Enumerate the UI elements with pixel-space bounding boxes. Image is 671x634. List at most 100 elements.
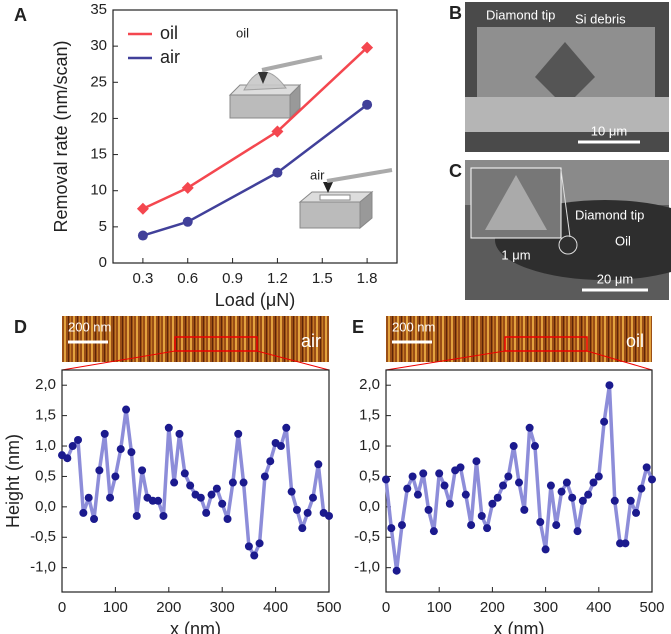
marker	[461, 490, 470, 499]
marker	[504, 472, 513, 481]
marker	[138, 466, 147, 475]
y-tick-label: 2,0	[35, 376, 56, 393]
marker	[164, 423, 173, 432]
marker	[562, 478, 571, 487]
marker	[314, 460, 323, 469]
marker	[362, 99, 373, 110]
marker	[282, 423, 291, 432]
marker	[573, 527, 582, 536]
x-tick-label: 100	[427, 599, 452, 616]
panel-label: E	[352, 317, 364, 337]
marker	[79, 508, 88, 517]
marker	[594, 472, 603, 481]
marker	[387, 524, 396, 533]
annotation: air	[310, 167, 325, 182]
sidewall	[465, 97, 669, 132]
marker	[403, 484, 412, 493]
marker	[493, 493, 502, 502]
y-tick-label: 35	[90, 1, 107, 18]
marker	[111, 472, 120, 481]
panel-label: D	[14, 317, 27, 337]
y-tick-label: 1,5	[359, 407, 380, 424]
marker	[424, 505, 433, 514]
marker	[419, 469, 428, 478]
x-tick-label: 1.2	[267, 270, 288, 287]
scale-bar-label: 200 nm	[392, 319, 435, 334]
marker	[170, 478, 179, 487]
legend-label: oil	[160, 23, 178, 43]
x-tick-label: 100	[103, 599, 128, 616]
marker	[266, 457, 275, 466]
series-line	[142, 46, 368, 210]
y-axis-label: Height (nm)	[3, 434, 23, 528]
marker	[218, 499, 227, 508]
zoom-line	[61, 350, 176, 371]
marker	[648, 475, 656, 484]
annotation: Oil	[615, 233, 631, 248]
marker	[600, 417, 609, 426]
annotation: Diamond tip	[575, 207, 644, 222]
marker	[541, 545, 550, 554]
y-tick-label: 30	[90, 37, 107, 54]
series-line	[384, 383, 654, 573]
marker	[116, 445, 125, 454]
plot-frame	[112, 9, 398, 264]
marker	[467, 521, 476, 530]
marker	[212, 484, 221, 493]
marker	[95, 466, 104, 475]
marker	[488, 499, 497, 508]
marker	[605, 381, 614, 390]
inset-line	[560, 169, 571, 238]
zoom-box	[174, 336, 258, 352]
marker	[186, 481, 195, 490]
y-tick-label: 2,0	[359, 376, 380, 393]
y-tick-label: 1,5	[35, 407, 56, 424]
y-tick-label: 1,0	[359, 437, 380, 454]
x-tick-label: 500	[316, 599, 341, 616]
marker	[298, 524, 307, 533]
marker	[483, 524, 492, 533]
marker	[515, 478, 523, 487]
x-tick-label: 200	[480, 599, 505, 616]
y-tick-label: 0,0	[359, 498, 380, 515]
marker	[106, 493, 115, 502]
y-axis-label: Removal rate (nm/scan)	[51, 40, 71, 232]
marker	[584, 490, 593, 499]
marker	[182, 216, 193, 227]
image-label: oil	[626, 331, 644, 351]
x-tick-label: 1.5	[312, 270, 333, 287]
y-tick-label: 10	[90, 182, 107, 199]
y-tick-label: 0	[99, 254, 107, 271]
marker	[472, 457, 481, 466]
marker	[637, 484, 646, 493]
marker	[589, 478, 598, 487]
marker	[632, 508, 641, 517]
y-tick-label: 1,0	[35, 437, 56, 454]
marker	[520, 505, 529, 514]
marker	[429, 527, 438, 536]
panel-label: C	[449, 161, 462, 181]
tip	[485, 175, 547, 230]
marker	[228, 478, 237, 487]
marker	[413, 490, 422, 499]
x-tick-label: 0	[58, 599, 66, 616]
x-tick-label: 300	[533, 599, 558, 616]
y-tick-label: 0,5	[359, 467, 380, 484]
legend-label: air	[160, 47, 180, 67]
marker	[287, 487, 296, 496]
marker	[250, 551, 259, 560]
marker	[610, 496, 619, 505]
marker	[568, 493, 577, 502]
annotation: Si debris	[575, 11, 626, 26]
marker	[557, 487, 566, 496]
x-axis-label: x (nm)	[170, 619, 221, 634]
marker	[303, 508, 312, 517]
marker	[255, 539, 264, 548]
marker	[68, 442, 77, 451]
series-line	[142, 103, 368, 237]
marker	[530, 442, 539, 451]
marker	[137, 230, 148, 241]
zoom-line	[385, 350, 506, 371]
marker	[207, 490, 216, 499]
